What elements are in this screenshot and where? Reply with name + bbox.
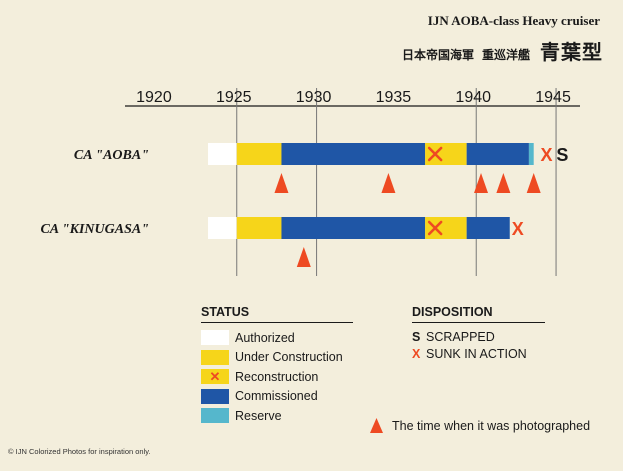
subtitle-type: 青葉型 <box>540 40 603 64</box>
photo-legend-label: The time when it was photographed <box>392 418 591 433</box>
disposition-marker: X <box>540 145 552 165</box>
chart-subtitle-jp: 日本帝国海軍 重巡洋艦 青葉型 <box>402 36 603 65</box>
disposition-label: SCRAPPED <box>426 329 495 344</box>
tick-label-1920: 1920 <box>136 89 172 106</box>
status-swatch <box>201 330 229 346</box>
photo-marker <box>381 173 396 193</box>
segment-under-construction <box>236 143 282 165</box>
tick-label-1945: 1945 <box>535 89 571 106</box>
segment-commissioned <box>281 217 426 239</box>
subtitle-navy: 日本帝国海軍 <box>401 48 474 62</box>
status-legend-items: Authorized Under Construction ✕ Reconstruct… <box>201 328 353 426</box>
status-legend-item: Commissioned <box>201 387 353 407</box>
status-legend-item: Under Construction <box>201 348 353 368</box>
status-swatch: ✕ <box>201 369 229 385</box>
status-legend-item: ✕ Reconstruction <box>201 367 353 387</box>
status-swatch <box>201 349 229 365</box>
tick-label-1925: 1925 <box>216 89 252 106</box>
segment-commissioned <box>466 143 529 165</box>
status-legend-item: Reserve <box>201 406 353 426</box>
tick-label-1935: 1935 <box>376 89 412 106</box>
photo-marker <box>296 247 311 267</box>
photo-marker <box>474 173 489 193</box>
photo-marker <box>496 173 511 193</box>
segment-authorized <box>208 217 237 239</box>
status-label: Authorized <box>235 330 295 345</box>
status-legend-item: Authorized <box>201 328 353 348</box>
segment-reconstruction <box>425 217 467 239</box>
photo-marker <box>526 173 541 193</box>
disposition-legend-title: DISPOSITION <box>412 305 545 323</box>
reconstruction-mark <box>427 146 443 162</box>
segment-commissioned <box>281 143 426 165</box>
segment-commissioned <box>466 217 510 239</box>
status-swatch <box>201 408 229 424</box>
status-label: Reserve <box>235 408 282 423</box>
photo-legend: The time when it was photographed <box>370 418 590 433</box>
status-swatch <box>201 388 229 404</box>
disposition-label: SUNK IN ACTION <box>426 346 527 361</box>
status-label: Under Construction <box>235 350 343 365</box>
status-legend: STATUS Authorized Under Construction ✕ Reco… <box>201 305 353 426</box>
status-label: Reconstruction <box>235 369 319 384</box>
copyright-note: © IJN Colorized Photos for inspiration o… <box>8 447 151 456</box>
tick-label-1930: 1930 <box>296 89 332 106</box>
tick-label-1940: 1940 <box>455 89 491 106</box>
disposition-code: S <box>412 329 421 344</box>
reconstruction-mark <box>427 220 443 236</box>
status-legend-title: STATUS <box>201 305 353 323</box>
photo-marker <box>274 173 289 193</box>
segment-authorized <box>208 143 237 165</box>
chart-title: IJN AOBA-class Heavy cruiser <box>427 13 600 28</box>
disposition-marker: S <box>556 145 568 165</box>
ship-label: CA "AOBA" <box>74 148 149 163</box>
ship-label: CA "KINUGASA" <box>40 222 149 237</box>
segment-under-construction <box>236 217 282 239</box>
disposition-marker: X <box>512 219 524 239</box>
disposition-legend-item: S SCRAPPED <box>412 328 545 345</box>
disposition-legend-item: X SUNK IN ACTION <box>412 345 545 362</box>
disposition-legend-items: S SCRAPPED X SUNK IN ACTION <box>412 328 545 362</box>
disposition-legend: DISPOSITION S SCRAPPED X SUNK IN ACTION <box>412 305 545 362</box>
status-label: Commissioned <box>235 389 318 404</box>
segment-reconstruction <box>425 143 467 165</box>
disposition-code: X <box>412 346 421 361</box>
segment-reserve <box>528 143 534 165</box>
subtitle-class: 重巡洋艦 <box>481 48 530 62</box>
photo-marker-icon <box>370 418 383 433</box>
